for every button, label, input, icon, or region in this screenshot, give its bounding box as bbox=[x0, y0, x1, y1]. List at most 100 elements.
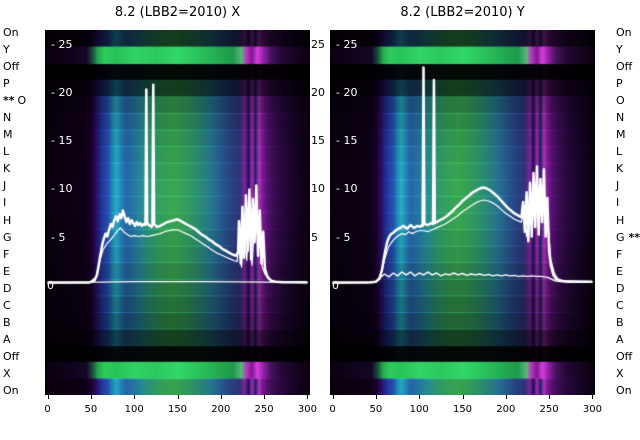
channel-label-text: On bbox=[3, 383, 19, 397]
x-tick-mark bbox=[47, 395, 49, 399]
channel-label-text: Off bbox=[616, 60, 633, 74]
channel-label-text: Off bbox=[3, 349, 20, 363]
channel-label-text: K bbox=[616, 162, 624, 176]
x-tick-label: 150 bbox=[452, 404, 473, 415]
channel-label-text: L bbox=[616, 145, 623, 159]
y-tick-label-mirror: 20 bbox=[311, 86, 325, 100]
channel-label-text: H bbox=[3, 213, 12, 227]
profile-panel-y: - 25 - 20 - 15 - 10 - 5 0 bbox=[330, 30, 595, 395]
heatmap-canvas-y bbox=[330, 30, 595, 395]
channel-label-row: K bbox=[3, 162, 26, 176]
y-tick-label: - 15 bbox=[336, 134, 358, 148]
x-tick-mark bbox=[462, 395, 464, 399]
plot-title-x: 8.2 (LBB2=2010) X bbox=[114, 5, 241, 20]
attention-marker-icon: ** bbox=[3, 94, 15, 108]
y-tick-label: - 25 bbox=[51, 38, 73, 52]
channel-label-row: Off bbox=[616, 60, 640, 74]
channel-label-row: ** O bbox=[3, 94, 26, 108]
y-tick-label-mirror: 10 bbox=[311, 182, 325, 196]
x-tick-mark bbox=[592, 395, 594, 399]
channel-label-row: Off bbox=[616, 350, 640, 364]
channel-label-row: G ** bbox=[616, 231, 640, 245]
channel-label-text: E bbox=[616, 264, 623, 278]
channel-label-row: On bbox=[3, 26, 26, 40]
channel-label-row: J bbox=[616, 179, 640, 193]
channel-label-text: E bbox=[3, 264, 10, 278]
channel-label-row: H bbox=[3, 214, 26, 228]
channel-label-row: D bbox=[616, 282, 640, 296]
channel-label-row: D bbox=[3, 282, 26, 296]
channel-label-row: G bbox=[3, 231, 26, 245]
channel-label-row: B bbox=[3, 316, 26, 330]
x-tick-mark bbox=[419, 395, 421, 399]
channel-label-text: L bbox=[3, 145, 10, 159]
plot-title-y: 8.2 (LBB2=2010) Y bbox=[400, 5, 525, 20]
channel-label-text: Y bbox=[3, 43, 10, 57]
channel-label-text: M bbox=[616, 128, 626, 142]
channel-label-row: P bbox=[616, 77, 640, 91]
channel-label-text: G bbox=[3, 230, 12, 244]
y-tick-label: - 10 bbox=[336, 182, 358, 196]
channel-label-row: X bbox=[616, 367, 640, 381]
channel-label-text: N bbox=[616, 111, 625, 125]
channel-label-row: On bbox=[616, 26, 640, 40]
channel-label-row: C bbox=[616, 299, 640, 313]
channel-axis-left: On Y Off P ** O N M L K J I H G F E D C B A Off X On bbox=[3, 26, 26, 398]
channel-label-text: J bbox=[616, 179, 620, 193]
attention-marker-icon: ** bbox=[628, 230, 640, 244]
channel-label-text: B bbox=[616, 315, 624, 329]
channel-label-row: I bbox=[616, 196, 640, 210]
channel-label-text: X bbox=[616, 366, 624, 380]
y-tick-label: - 25 bbox=[336, 38, 358, 52]
channel-label-row: Off bbox=[3, 350, 26, 364]
channel-label-row: L bbox=[616, 145, 640, 159]
channel-label-text: P bbox=[616, 77, 623, 91]
y-tick-label: 0 bbox=[332, 278, 339, 292]
channel-label-text: J bbox=[3, 179, 7, 193]
channel-label-row: X bbox=[3, 367, 26, 381]
channel-label-text: A bbox=[3, 332, 11, 346]
x-tick-label: 100 bbox=[409, 404, 429, 415]
channel-label-text: G bbox=[616, 230, 625, 244]
channel-label-row: F bbox=[3, 248, 26, 262]
y-tick-label-mirror: 5 bbox=[311, 230, 318, 244]
channel-label-row: A bbox=[616, 333, 640, 347]
channel-label-row: B bbox=[616, 316, 640, 330]
channel-label-text: K bbox=[3, 162, 11, 176]
x-tick-label: 200 bbox=[211, 404, 231, 415]
channel-label-text: F bbox=[616, 247, 623, 261]
y-tick-label: - 20 bbox=[336, 86, 358, 100]
x-tick-label: 200 bbox=[496, 404, 516, 415]
channel-label-text: Off bbox=[3, 60, 20, 74]
channel-label-text: M bbox=[3, 128, 13, 142]
channel-label-text: On bbox=[616, 26, 632, 39]
channel-label-row: K bbox=[616, 162, 640, 176]
profile-panel-x: - 25 - 20 - 15 - 10 - 5 0 bbox=[45, 30, 310, 395]
x-tick-label: 300 bbox=[582, 404, 602, 415]
x-tick-label: 250 bbox=[254, 404, 274, 415]
y-tick-label: - 15 bbox=[51, 134, 73, 148]
channel-label-row: M bbox=[616, 128, 640, 142]
channel-label-text: I bbox=[3, 196, 7, 210]
channel-label-text: H bbox=[616, 213, 625, 227]
x-tick-label: 50 bbox=[369, 404, 383, 415]
x-tick-label: 300 bbox=[297, 404, 317, 415]
channel-label-text: D bbox=[3, 281, 12, 295]
channel-label-row: I bbox=[3, 196, 26, 210]
channel-label-text: Off bbox=[616, 349, 633, 363]
x-tick-label: 0 bbox=[329, 404, 336, 415]
y-tick-label: - 5 bbox=[336, 230, 351, 244]
channel-label-row: E bbox=[3, 265, 26, 279]
channel-label-row: Off bbox=[3, 60, 26, 74]
channel-label-row: F bbox=[616, 248, 640, 262]
channel-label-row: N bbox=[3, 111, 26, 125]
x-tick-label: 250 bbox=[539, 404, 559, 415]
channel-label-row: P bbox=[3, 77, 26, 91]
channel-label-row: Y bbox=[616, 43, 640, 57]
channel-label-row: O bbox=[616, 94, 640, 108]
channel-label-text: X bbox=[3, 366, 11, 380]
x-tick-label: 50 bbox=[84, 404, 98, 415]
channel-label-row: A bbox=[3, 333, 26, 347]
y-tick-label-mirror: 15 bbox=[311, 134, 325, 148]
